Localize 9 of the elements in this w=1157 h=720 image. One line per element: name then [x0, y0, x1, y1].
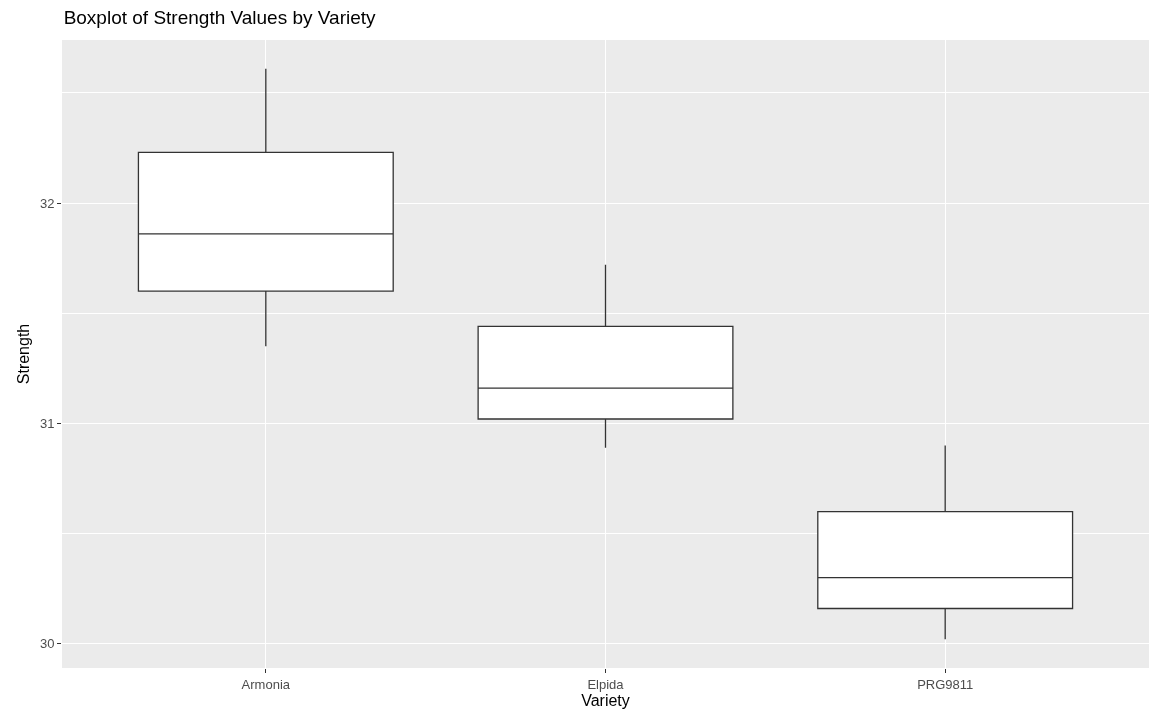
x-axis-title: Variety — [581, 692, 630, 710]
y-axis-title: Strength — [14, 323, 32, 385]
y-tick-label: 30 — [39, 636, 55, 652]
x-tick-label: PRG9811 — [917, 676, 974, 692]
chart-title: Boxplot of Strength Values by Variety — [63, 7, 377, 29]
y-tick-label: 31 — [39, 415, 55, 431]
x-tick-label: Elpida — [587, 676, 625, 692]
y-tick-label: 32 — [39, 195, 55, 211]
x-tick-label: Armonia — [241, 676, 291, 692]
